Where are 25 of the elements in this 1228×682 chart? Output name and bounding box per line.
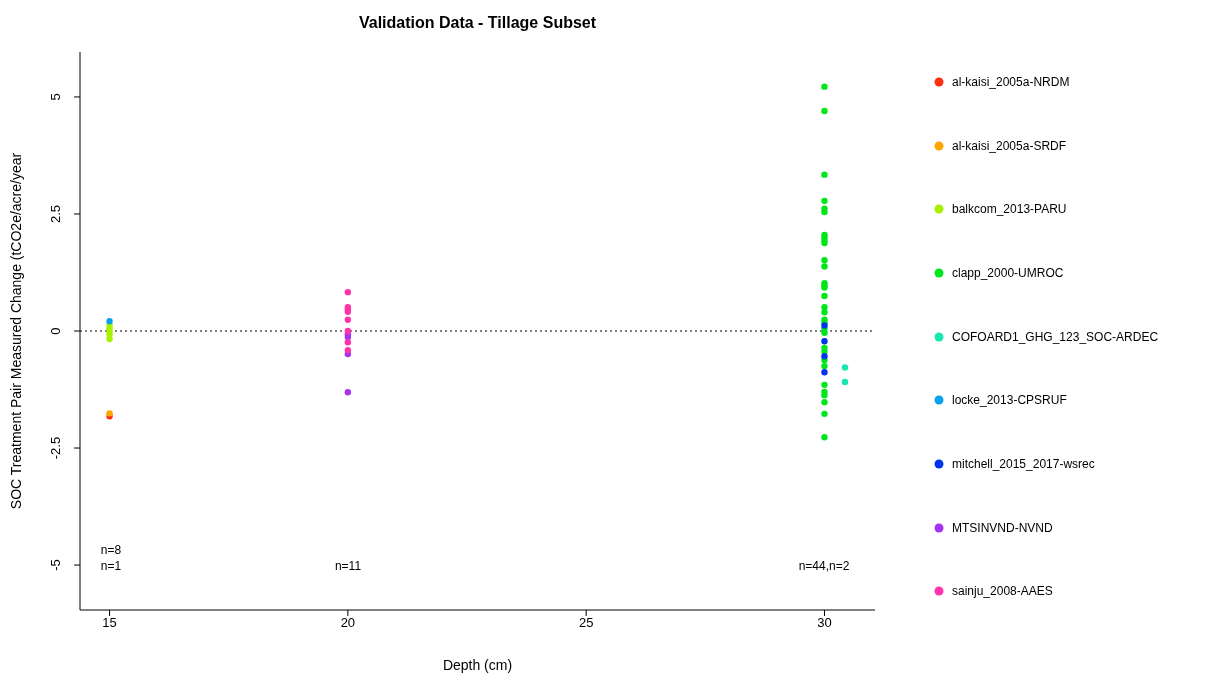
y-tick-label: 5	[48, 93, 63, 101]
legend-label: MTSINVND-NVND	[952, 520, 1053, 535]
legend-label: al-kaisi_2005a-NRDM	[952, 74, 1070, 89]
legend-label: al-kaisi_2005a-SRDF	[952, 138, 1067, 153]
x-tick-label: 30	[817, 615, 832, 631]
annotation: n=11	[333, 559, 363, 573]
y-tick-label: -5	[48, 559, 63, 571]
y-tick-label: -2.5	[48, 436, 63, 460]
annotation: n=8	[99, 543, 123, 557]
x-tick-label: 20	[340, 615, 356, 631]
legend-label: balkcom_2013-PARU	[952, 202, 1067, 217]
legend-label: mitchell_2015_2017-wsrec	[952, 456, 1095, 471]
annotation: n=44,n=2	[797, 559, 851, 573]
y-tick-label: 2.5	[48, 204, 63, 224]
legend-label: locke_2013-CPSRUF	[952, 393, 1067, 408]
chart-title: Validation Data - Tillage Subset	[357, 14, 598, 32]
legend-label: sainju_2008-AAES	[952, 584, 1053, 599]
legend-label: COFOARD1_GHG_123_SOC-ARDEC	[952, 329, 1159, 344]
x-tick-label: 25	[578, 615, 594, 631]
annotation: n=1	[99, 559, 123, 573]
x-axis-title: Depth (cm)	[442, 657, 513, 673]
x-tick-label: 15	[102, 615, 117, 631]
y-axis-title: SOC Treatment Pair Measured Change (tCO2e/acre/year	[7, 152, 24, 510]
legend-label: clapp_2000-UMROC	[952, 265, 1064, 280]
y-tick-label: 0	[48, 327, 63, 335]
